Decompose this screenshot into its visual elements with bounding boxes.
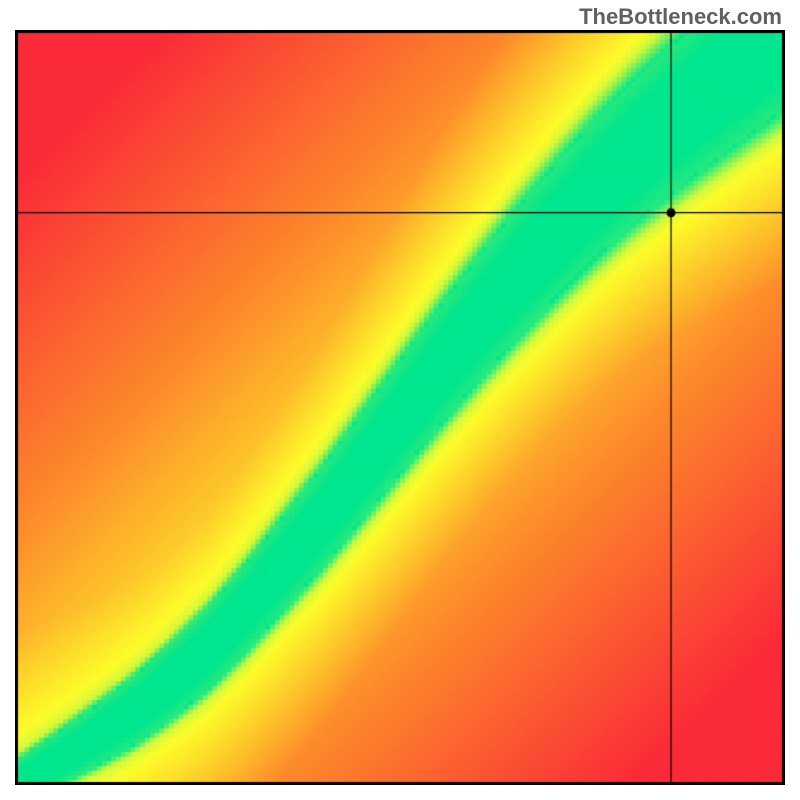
watermark-text: TheBottleneck.com bbox=[579, 4, 782, 30]
bottleneck-heatmap bbox=[15, 30, 785, 785]
